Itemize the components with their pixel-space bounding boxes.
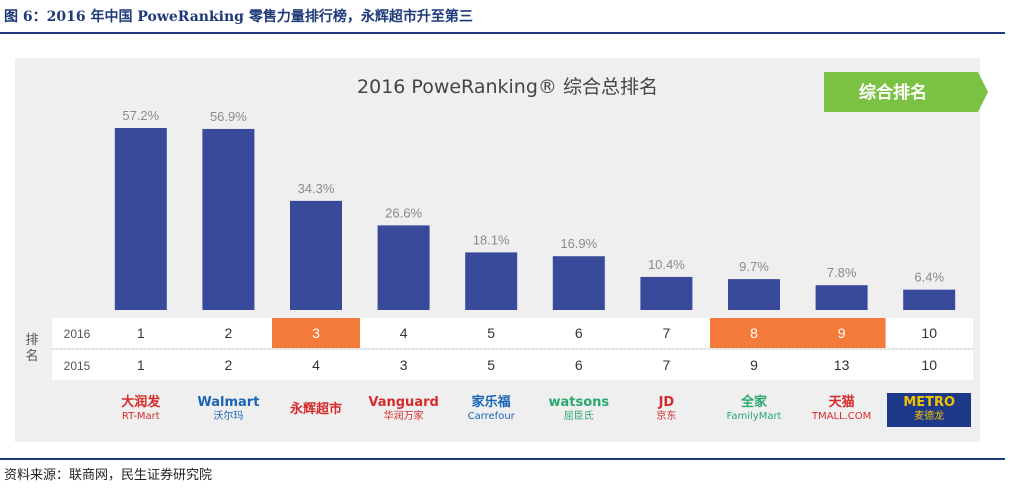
rank-cell: 3 (312, 325, 320, 341)
rank-cell: 5 (487, 325, 495, 341)
ranking-badge-label: 综合排名 (859, 83, 927, 103)
bar-value-label: 26.6% (385, 205, 422, 220)
retailer-logo-sub: RT-Mart (121, 411, 160, 422)
retailer-logo: 大润发 RT-Mart (99, 393, 183, 427)
retailer-logo: Vanguard 华润万家 (362, 393, 446, 427)
rank-cell: 10 (921, 357, 937, 373)
retailer-logo-name: 天猫 (828, 395, 855, 410)
rank-cell: 7 (663, 357, 671, 373)
rank-cell: 2 (225, 325, 233, 341)
rank-cell: 8 (750, 325, 758, 341)
bar-value-label: 18.1% (473, 232, 510, 247)
rank-cell: 4 (400, 325, 408, 341)
rank-cell: 1 (137, 325, 145, 341)
rank-cell: 6 (575, 357, 583, 373)
rank-row-year: 2015 (64, 359, 91, 373)
bar (903, 289, 956, 310)
chart-title: 2016 PoweRanking® 综合总排名 (357, 76, 658, 98)
rank-cell: 9 (750, 357, 758, 373)
bar-value-label: 9.7% (739, 259, 769, 274)
rank-cell: 9 (838, 325, 846, 341)
retailer-logo-name: 永辉超市 (289, 402, 342, 417)
retailer-logo-sub: 京东 (656, 411, 677, 422)
bar (377, 225, 430, 310)
bottom-rule (0, 458, 1005, 460)
top-rule (0, 32, 1005, 34)
retailer-logo: 永辉超市 (274, 393, 358, 427)
rank-cell: 7 (663, 325, 671, 341)
retailer-logo-name: Vanguard (368, 395, 439, 410)
retailer-logo-name: JD (658, 395, 675, 410)
figure-title: 图 6：2016 年中国 PoweRanking 零售力量排行榜，永辉超市升至第… (4, 9, 473, 25)
rank-cell: 4 (312, 357, 320, 373)
bar-value-label: 56.9% (210, 109, 247, 124)
retailer-logo-sub: 沃尔玛 (213, 411, 244, 422)
rank-cell-highlight (797, 318, 886, 348)
retailer-logo: 家乐福 Carrefour (449, 393, 533, 427)
retailer-logo: Walmart 沃尔玛 (186, 393, 270, 427)
rank-cell: 6 (575, 325, 583, 341)
retailer-logo: 全家 FamilyMart (712, 393, 796, 427)
bar (728, 279, 780, 310)
bar (290, 200, 342, 310)
retailer-logo-sub: FamilyMart (726, 411, 782, 422)
retailer-logo-name: 家乐福 (471, 395, 511, 410)
bar-value-label: 16.9% (560, 236, 597, 251)
retailer-logo-sub: 屈臣氏 (563, 411, 594, 422)
retailer-logo: 天猫 TMALL.COM (800, 393, 884, 427)
retailer-logo-name: watsons (548, 395, 610, 410)
rank-row-bg (52, 350, 973, 380)
retailer-logo-name: 全家 (740, 395, 767, 410)
rank-cell: 13 (834, 357, 850, 373)
retailer-logo: JD 京东 (624, 393, 708, 427)
ranking-badge (824, 72, 988, 112)
retailer-logo-name: METRO (903, 395, 956, 410)
rank-group-label-char: 排 (25, 333, 38, 348)
rank-cell-highlight (272, 318, 360, 348)
rank-group-label-char: 名 (25, 348, 38, 364)
rank-cell: 10 (921, 325, 937, 341)
bar-value-label: 6.4% (914, 270, 944, 285)
bar (202, 128, 255, 310)
bar (815, 285, 868, 310)
bar-value-label: 7.8% (827, 265, 857, 280)
bar (465, 252, 518, 310)
retailer-logo-sub: TMALL.COM (811, 411, 872, 422)
rank-cell: 5 (487, 357, 495, 373)
bar-value-label: 10.4% (648, 257, 685, 272)
bar (552, 256, 605, 310)
rank-cell: 3 (400, 357, 408, 373)
retailer-logo: watsons 屈臣氏 (537, 393, 621, 427)
retailer-logo-sub: 华润万家 (383, 411, 424, 422)
rank-cell: 2 (225, 357, 233, 373)
rank-cell: 1 (137, 357, 145, 373)
rank-row-year: 2016 (64, 327, 91, 341)
bar (640, 276, 693, 310)
retailer-logo-name: Walmart (197, 395, 260, 410)
retailer-logo-name: 大润发 (121, 395, 161, 410)
bar (114, 128, 167, 310)
rank-cell-highlight (710, 318, 798, 348)
retailer-logo-sub: 麦德龙 (914, 411, 945, 422)
source-note: 资料来源：联商网，民生证券研究院 (4, 468, 213, 483)
bar-value-label: 34.3% (298, 181, 335, 196)
retailer-logo-sub: Carrefour (467, 411, 515, 422)
retailer-logo: METRO 麦德龙 (887, 393, 972, 427)
bar-value-label: 57.2% (122, 108, 159, 123)
